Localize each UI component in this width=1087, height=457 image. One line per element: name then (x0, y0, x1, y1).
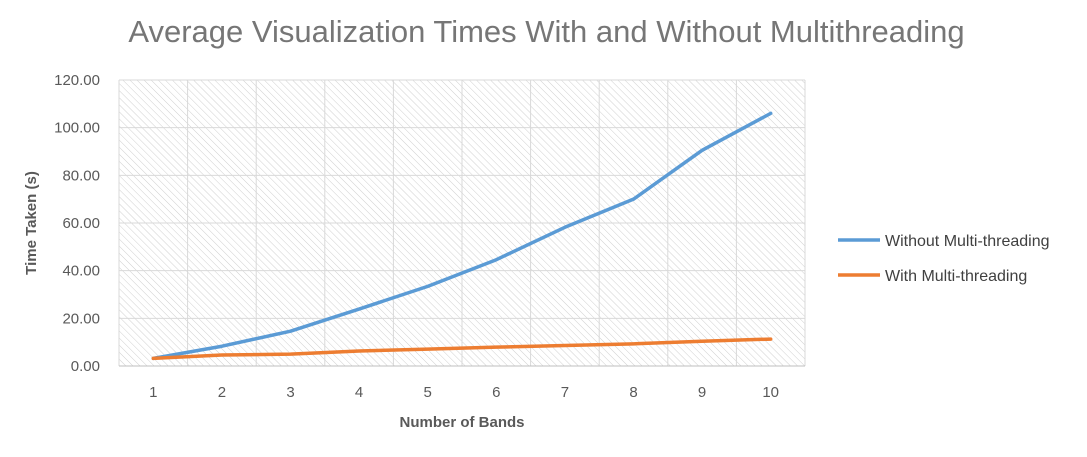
x-tick-label: 10 (762, 384, 779, 401)
x-tick-label: 9 (698, 384, 706, 401)
series-lines (151, 111, 773, 361)
x-tick-label: 5 (424, 384, 432, 401)
y-tick-label: 80.00 (62, 167, 100, 184)
legend: Without Multi-threading With Multi-threa… (838, 233, 1050, 285)
y-tick-label: 0.00 (71, 358, 100, 375)
x-tick-label: 4 (355, 384, 363, 401)
y-tick-label: 100.00 (54, 120, 100, 137)
y-tick-label: 60.00 (62, 215, 100, 232)
y-axis-ticks: 0.00 20.00 40.00 60.00 80.00 100.00 120.00 (54, 72, 100, 375)
y-axis-title: Time Taken (s) (23, 171, 40, 275)
series-line-without-multithreading (151, 111, 773, 361)
x-tick-label: 6 (492, 384, 500, 401)
legend-label-without-multithreading: Without Multi-threading (885, 233, 1050, 250)
x-tick-label: 3 (286, 384, 294, 401)
grid-lines (118, 79, 806, 366)
x-axis-ticks: 1 2 3 4 5 6 7 8 9 10 (149, 384, 779, 401)
x-tick-label: 7 (561, 384, 569, 401)
y-tick-label: 120.00 (54, 72, 100, 89)
x-axis-title: Number of Bands (399, 414, 524, 431)
x-tick-label: 8 (629, 384, 637, 401)
x-tick-label: 2 (218, 384, 226, 401)
legend-label-with-multithreading: With Multi-threading (885, 268, 1027, 285)
y-tick-label: 40.00 (62, 263, 100, 280)
chart-title: Average Visualization Times With and Wit… (128, 14, 965, 49)
x-tick-label: 1 (149, 384, 157, 401)
series-line-with-multithreading (151, 337, 773, 361)
y-tick-label: 20.00 (62, 310, 100, 327)
